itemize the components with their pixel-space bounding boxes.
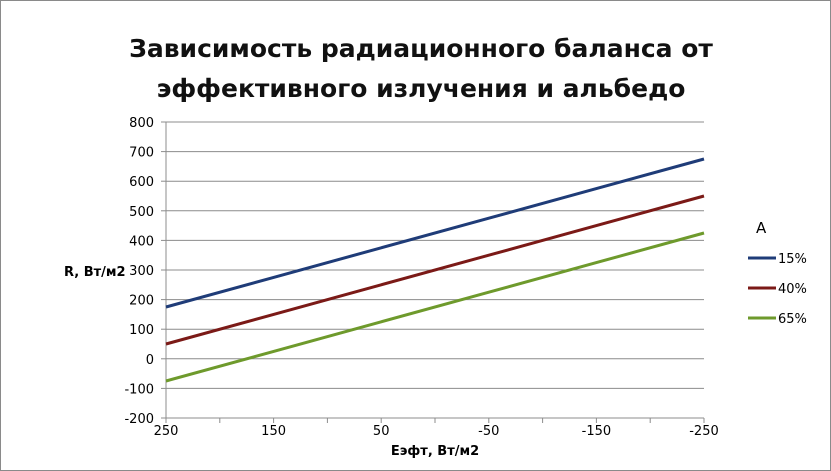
- series-line-65pct: [165, 231, 705, 383]
- chart-title-line-1: Зависимость радиационного баланса от: [129, 34, 713, 63]
- y-tick-label: -200: [124, 412, 154, 427]
- y-tick-label: 500: [129, 205, 154, 220]
- legend-entry-label: 65%: [778, 312, 807, 327]
- y-tick-label: 100: [129, 323, 154, 338]
- y-tick-label: -100: [124, 382, 154, 397]
- y-tick-label: 700: [129, 146, 154, 161]
- legend-entry-label: 40%: [778, 282, 807, 297]
- legend-entry-label: 15%: [778, 252, 807, 267]
- y-tick-label: 0: [146, 353, 154, 368]
- x-tick-label: -50: [478, 424, 499, 439]
- y-tick-label: 800: [129, 116, 154, 131]
- x-tick-label: 50: [373, 424, 390, 439]
- y-tick-labels: 800 700 600 500 400 300 200 100 0 -100 -200: [124, 116, 154, 427]
- legend-title: А: [756, 219, 767, 237]
- x-axis-label: Еэфт, Вт/м2: [391, 444, 479, 459]
- gridlines: [166, 121, 704, 419]
- x-tick-label: -250: [689, 424, 719, 439]
- chart-title-line-2: эффективного излучения и альбедо: [156, 74, 686, 103]
- y-axis-label: R, Вт/м2: [64, 265, 126, 280]
- y-tick-label: 400: [129, 234, 154, 249]
- series-line-40pct: [165, 194, 705, 346]
- x-tick-labels: 250 150 50 -50 -150 -250: [154, 424, 719, 439]
- y-tick-label: 300: [129, 264, 154, 279]
- chart-title: Зависимость радиационного баланса от эфф…: [91, 29, 751, 109]
- series-lines: [165, 157, 705, 383]
- y-tick-label: 600: [129, 175, 154, 190]
- x-tick-label: 150: [261, 424, 286, 439]
- series-line-15pct: [165, 157, 705, 309]
- x-tick-label: 250: [154, 424, 179, 439]
- axes: [161, 121, 705, 423]
- y-tick-label: 200: [129, 294, 154, 309]
- legend: А 15% 40% 65%: [748, 219, 807, 327]
- x-tick-label: -150: [582, 424, 612, 439]
